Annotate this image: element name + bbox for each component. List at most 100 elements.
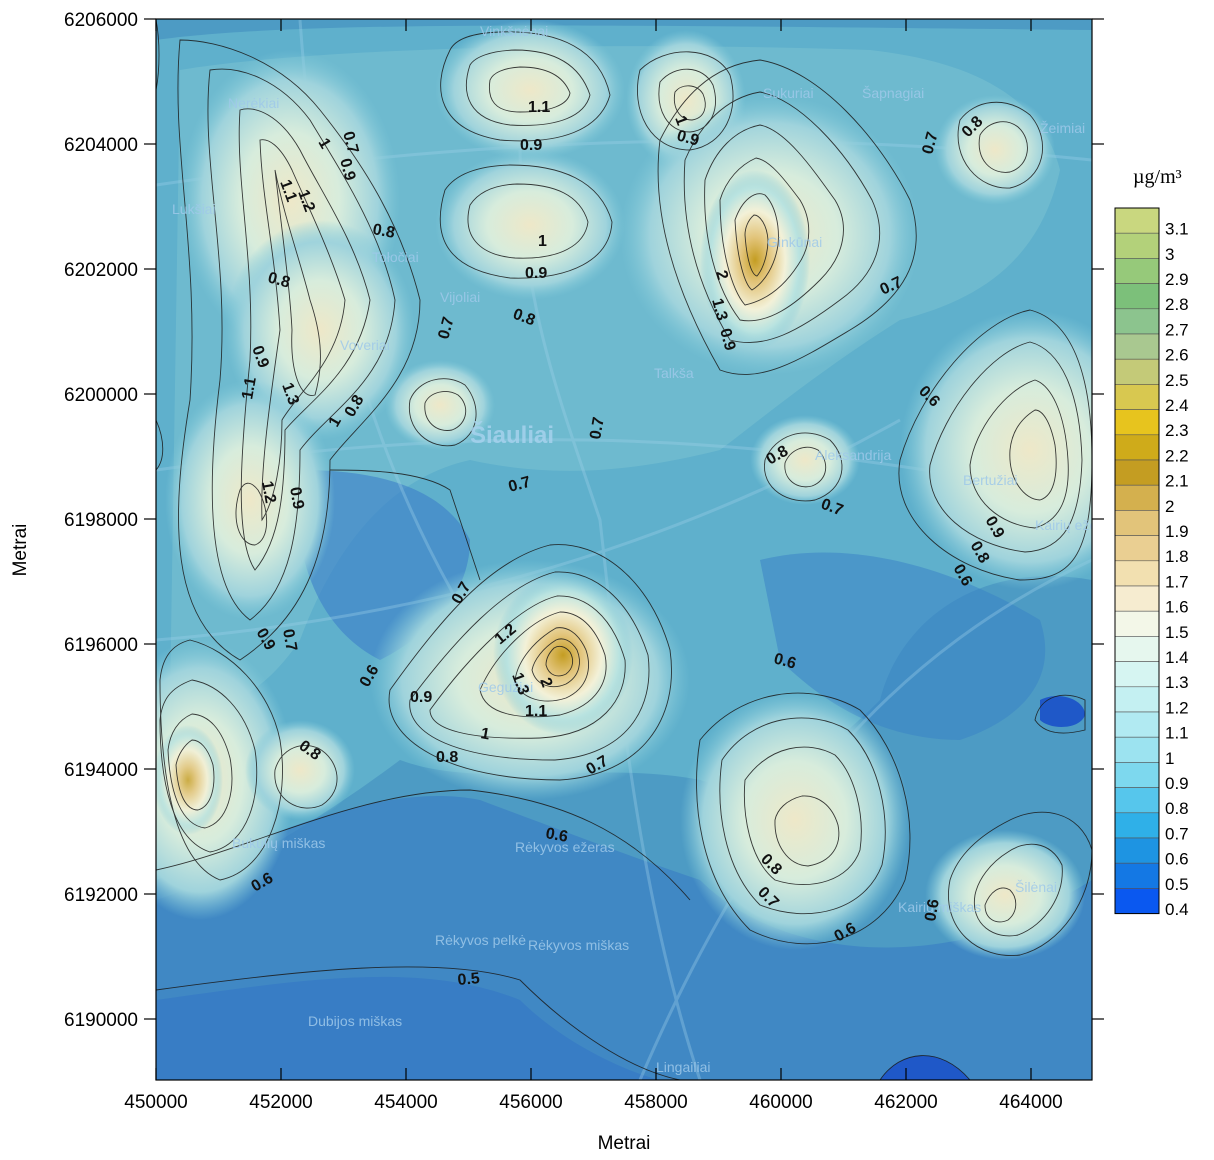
contour-label: 0.7 — [587, 416, 608, 441]
colorbar-swatch — [1114, 888, 1160, 914]
place-label: Sukuriai — [763, 85, 814, 101]
colorbar-unit-label: µg/m³ — [1133, 166, 1182, 188]
y-tick-label: 6202000 — [64, 260, 138, 281]
contour-label: 0.7 — [819, 496, 846, 520]
contour-label: 2 — [712, 269, 731, 282]
place-label: Vijoliai — [440, 289, 480, 305]
contour-label: 0.7 — [919, 130, 941, 156]
y-axis-ticks — [144, 18, 1104, 1020]
colorbar-swatch — [1114, 560, 1160, 587]
x-tick-label: 452000 — [249, 1092, 312, 1113]
place-label: Šapnagiai — [862, 85, 924, 101]
y-axis-tick-labels: 6206000 6204000 6202000 6200000 6198000 … — [64, 10, 138, 1031]
contour-label: 1.3 — [278, 381, 302, 408]
contour-label: 0.8 — [511, 306, 538, 330]
colorbar-swatch — [1114, 636, 1160, 662]
contour-label: 1 — [538, 233, 547, 250]
colorbar-label: 1.8 — [1165, 547, 1189, 566]
colorbar-swatch — [1114, 610, 1160, 637]
colorbar-label: 1.4 — [1165, 648, 1189, 667]
colorbar-swatch — [1114, 459, 1160, 486]
contour-label: 1 — [479, 725, 491, 743]
colorbar-label: 2.2 — [1165, 446, 1189, 465]
place-label: Nerėkiai — [228, 95, 279, 111]
colorbar-label: 1.1 — [1165, 724, 1189, 743]
contour-label: 0.9 — [248, 344, 272, 371]
y-tick-label: 6196000 — [64, 635, 138, 656]
colorbar-label: 1.5 — [1165, 623, 1189, 642]
contour-label: 0.7 — [435, 315, 457, 341]
x-tick-label: 462000 — [874, 1092, 937, 1113]
colorbar-label: 2.1 — [1165, 472, 1189, 491]
colorbar-swatch — [1114, 207, 1160, 234]
y-tick-label: 6194000 — [64, 760, 138, 781]
colorbar-label: 0.8 — [1165, 799, 1189, 818]
place-label: Tołočiai — [372, 249, 419, 265]
contour-label: 0.9 — [336, 157, 358, 183]
colorbar-label: 2.7 — [1165, 320, 1189, 339]
colorbar-swatch — [1114, 762, 1160, 788]
contour-label: 0.6 — [922, 898, 943, 923]
colorbar-swatch — [1114, 711, 1160, 738]
x-tick-label: 450000 — [124, 1092, 187, 1113]
colorbar-label: 2.8 — [1165, 295, 1189, 314]
place-label: Voveriai — [340, 337, 390, 353]
colorbar-swatch — [1114, 308, 1160, 335]
y-tick-label: 6204000 — [64, 135, 138, 156]
contour-label: 1.3 — [708, 297, 730, 323]
place-label: Rėkyvos pelkė — [435, 932, 526, 948]
colorbar-swatch — [1114, 384, 1160, 410]
place-label: Bukulių miškas — [232, 835, 325, 851]
x-tick-label: 458000 — [624, 1092, 687, 1113]
colorbar-swatch — [1114, 661, 1160, 688]
place-label: Lingailiai — [656, 1059, 710, 1075]
contour-label: 0.6 — [772, 650, 798, 672]
contour-label: 1.1 — [528, 99, 550, 116]
colorbar-swatch — [1114, 333, 1160, 360]
contour-label: 1.1 — [239, 376, 260, 401]
contour-label: 0.9 — [410, 689, 432, 706]
place-label: Šilėnai — [1015, 879, 1057, 895]
colorbar-label: 0.4 — [1165, 900, 1189, 919]
y-tick-label: 6200000 — [64, 385, 138, 406]
colorbar-label: 2.9 — [1165, 270, 1189, 289]
colorbar-label: 3 — [1165, 245, 1174, 264]
place-label: Vinkšnėnai — [480, 23, 548, 39]
colorbar-swatch — [1114, 686, 1160, 713]
contour-label: 0.7 — [507, 474, 533, 496]
colorbar: 3.1 3 2.9 2.8 2.7 2.6 2.5 2.4 2.3 2.2 2.1 2 1.9 1.8 1.… — [1114, 207, 1189, 919]
colorbar-label: 1.2 — [1165, 698, 1189, 717]
colorbar-swatch — [1114, 484, 1160, 511]
place-label: Dubijos miškas — [308, 1013, 402, 1029]
colorbar-label: 1.6 — [1165, 598, 1189, 617]
colorbar-swatch — [1114, 812, 1160, 839]
place-label: Rėkyvos miškas — [528, 937, 629, 953]
place-label: Žeimiai — [1040, 120, 1085, 136]
contour-label: 0.7 — [279, 628, 300, 653]
colorbar-label: 0.7 — [1165, 824, 1189, 843]
place-label: Talkša — [654, 365, 694, 381]
colorbar-swatch — [1114, 232, 1160, 259]
y-tick-label: 6206000 — [64, 10, 138, 31]
place-label: Kairių miškas — [898, 899, 981, 915]
map-plot-area: Vinkšnėnai Nerėkiai Lukšiai Tołočiai Vij… — [156, 19, 1092, 1080]
contour-label: 0.5 — [457, 970, 481, 989]
colorbar-label: 1.9 — [1165, 522, 1189, 541]
contour-label: 0.9 — [525, 265, 547, 282]
contour-label: 1.1 — [525, 703, 547, 720]
colorbar-label: 2 — [1165, 497, 1174, 516]
colorbar-label: 0.9 — [1165, 774, 1189, 793]
colorbar-label: 3.1 — [1165, 220, 1189, 239]
colorbar-label: 1.3 — [1165, 673, 1189, 692]
colorbar-swatch — [1114, 409, 1160, 436]
contour-label: 1.2 — [294, 188, 318, 215]
colorbar-swatch — [1114, 535, 1160, 562]
y-tick-label: 6192000 — [64, 885, 138, 906]
x-tick-label: 454000 — [374, 1092, 437, 1113]
colorbar-frame — [1114, 207, 1160, 915]
colorbar-swatch — [1114, 283, 1160, 310]
contour-label: 0.6 — [544, 825, 569, 846]
contour-label: 0.9 — [286, 486, 307, 511]
colorbar-label: 2.3 — [1165, 421, 1189, 440]
colorbar-swatch — [1114, 837, 1160, 864]
